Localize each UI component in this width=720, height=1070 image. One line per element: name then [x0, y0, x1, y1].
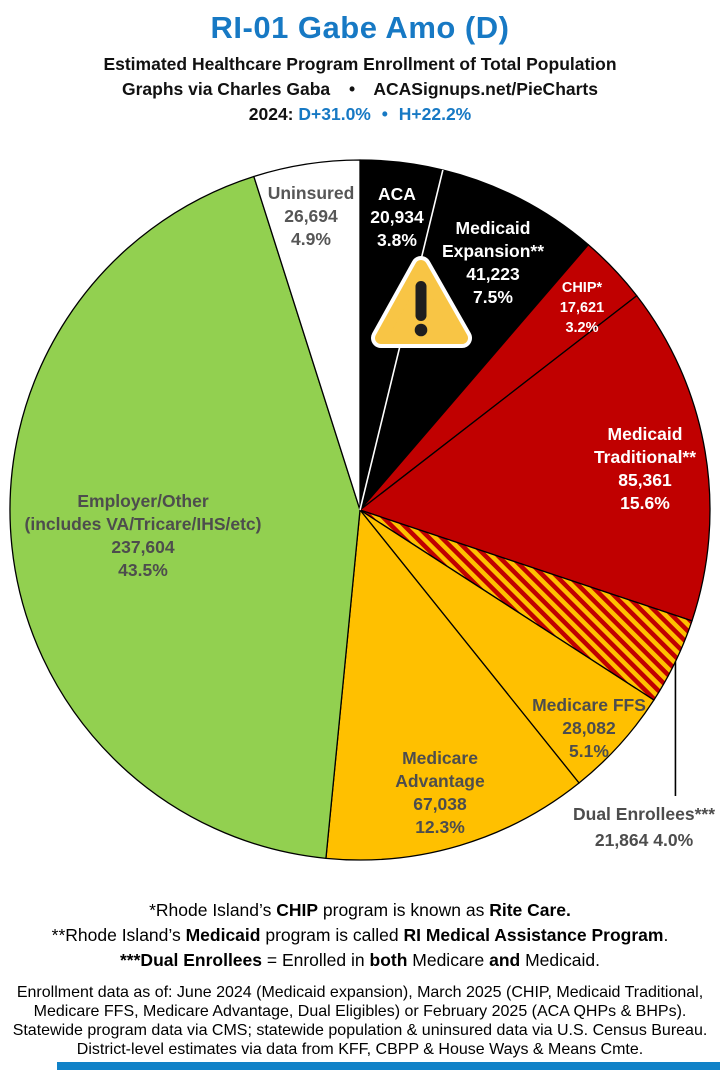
- slice-label-medicare-advantage: Medicare Advantage 67,038 12.3%: [395, 748, 485, 837]
- slice-label-uninsured: Uninsured 26,694 4.9%: [267, 183, 355, 249]
- slice-label-medicare-ffs: Medicare FFS 28,082 5.1%: [532, 695, 646, 761]
- pie-slice-medicare-advantage: [325, 509, 580, 861]
- byline-credit: Graphs via Charles Gaba: [121, 79, 331, 99]
- slice-label-dual-enrollees: Dual Enrollees*** 21,864 4.0%: [573, 804, 715, 850]
- pie-slice-uninsured: [253, 159, 361, 511]
- footnote-medicaid: **Rhode Island’s Medicaid program is cal…: [51, 925, 669, 945]
- lean-bullet: •: [381, 104, 388, 124]
- footnote-chip: *Rhode Island’s CHIP program is known as…: [149, 900, 571, 920]
- pie-svg: [9, 159, 711, 861]
- slice-label-employer-other: Employer/Other (includes VA/Tricare/IHS/…: [24, 491, 262, 580]
- pie-slice-employer-other: [9, 175, 361, 859]
- footnote-dual: ***Dual Enrollees = Enrolled in both Med…: [120, 950, 600, 970]
- lean-h-value: H+22.2%: [398, 104, 472, 124]
- partisan-lean-line: 2024: D+31.0% • H+22.2%: [0, 104, 720, 125]
- pie-chart: Uninsured 26,694 4.9% ACA 20,934 3.8% Me…: [0, 150, 720, 864]
- slice-label-chip: CHIP* 17,621 3.2%: [559, 280, 605, 336]
- slice-label-medicaid-expansion: Medicaid Expansion** 41,223 7.5%: [441, 218, 545, 307]
- pie-slice-medicaid-expansion: [359, 169, 589, 511]
- footnotes: *Rhode Island’s CHIP program is known as…: [0, 898, 720, 973]
- chart-subtitle: Estimated Healthcare Program Enrollment …: [103, 54, 617, 74]
- warning-icon: [371, 256, 472, 348]
- slice-label-medicaid-traditional: Medicaid Traditional** 85,361 15.6%: [593, 424, 697, 513]
- slice-label-aca: ACA 20,934 3.8%: [370, 184, 424, 250]
- year-label: 2024:: [248, 104, 294, 124]
- byline: Graphs via Charles Gaba • ACASignups.net…: [0, 79, 720, 100]
- byline-site: ACASignups.net/PieCharts: [373, 79, 598, 99]
- lean-d-value: D+31.0%: [298, 104, 371, 124]
- byline-bullet: •: [349, 79, 356, 99]
- pie-slice-medicaid-traditional: [359, 295, 711, 622]
- data-source-note: Enrollment data as of: June 2024 (Medica…: [12, 984, 708, 1058]
- page-title: RI-01 Gabe Amo (D): [210, 10, 510, 45]
- bottom-accent-bar: [57, 1062, 720, 1070]
